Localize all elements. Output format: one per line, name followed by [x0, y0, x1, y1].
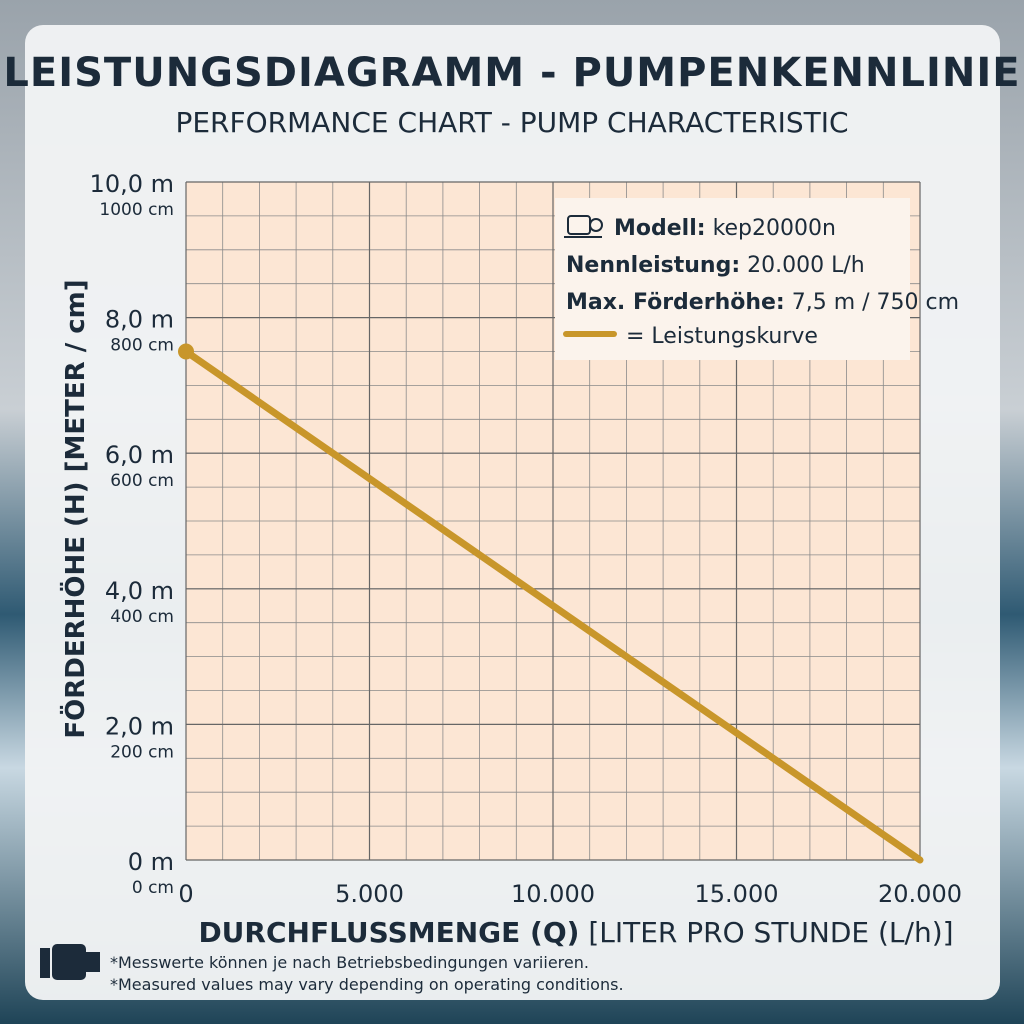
x-tick-label: 0 — [178, 880, 193, 908]
footnote: *Measured values may vary depending on o… — [110, 975, 624, 994]
legend-label: = Leistungskurve — [626, 324, 818, 349]
y-tick-label: 0 m — [128, 848, 174, 876]
x-tick-label: 15.000 — [695, 880, 779, 908]
x-axis-label: DURCHFLUSSMENGE (Q) [LITER PRO STUNDE (L… — [198, 916, 953, 949]
y2-tick-label: 0 cm — [132, 878, 174, 898]
info-line: Max. Förderhöhe: 7,5 m / 750 cm — [566, 290, 959, 315]
x-tick-label: 5.000 — [335, 880, 404, 908]
y2-tick-label: 600 cm — [110, 471, 174, 491]
y2-tick-label: 1000 cm — [99, 200, 174, 220]
y2-tick-label: 200 cm — [110, 742, 174, 762]
footer-icon — [40, 944, 100, 980]
info-value: 7,5 m / 750 cm — [792, 290, 959, 315]
y-axis-label: FÖRDERHÖHE (H) [METER / cm] — [58, 279, 91, 738]
x-axis-label-unit: [LITER PRO STUNDE (L/h)] — [588, 916, 953, 949]
info-line: Modell: kep20000n — [614, 216, 836, 241]
y-tick-label: 6,0 m — [105, 441, 174, 469]
y2-tick-label: 800 cm — [110, 336, 174, 356]
x-axis-label-main: DURCHFLUSSMENGE (Q) — [198, 916, 579, 949]
info-label: Modell: — [614, 216, 706, 241]
x-tick-label: 10.000 — [511, 880, 595, 908]
info-list: Modell: kep20000n Nennleistung: 20.000 L/… — [566, 216, 959, 315]
info-label: Max. Förderhöhe: — [566, 290, 785, 315]
y2-tick-label: 400 cm — [110, 607, 174, 627]
y-tick-label: 2,0 m — [105, 712, 174, 740]
y-tick-label: 8,0 m — [105, 306, 174, 334]
chart-title: LEISTUNGSDIAGRAMM - PUMPENKENNLINIE — [3, 50, 1020, 96]
chart-subtitle: PERFORMANCE CHART - PUMP CHARACTERISTIC — [175, 106, 848, 139]
start-dot — [178, 343, 194, 360]
info-value: kep20000n — [713, 216, 836, 241]
x-tick-label: 20.000 — [878, 880, 962, 908]
info-value: 20.000 L/h — [747, 253, 865, 278]
footnote: *Messwerte können je nach Betriebsbeding… — [110, 953, 589, 972]
y-tick-label: 4,0 m — [105, 577, 174, 605]
series-line — [182, 348, 924, 864]
info-line: Nennleistung: 20.000 L/h — [566, 253, 865, 278]
pump-icon — [564, 215, 603, 238]
info-label: Nennleistung: — [566, 253, 740, 278]
y-tick-label: 10,0 m — [90, 170, 174, 198]
